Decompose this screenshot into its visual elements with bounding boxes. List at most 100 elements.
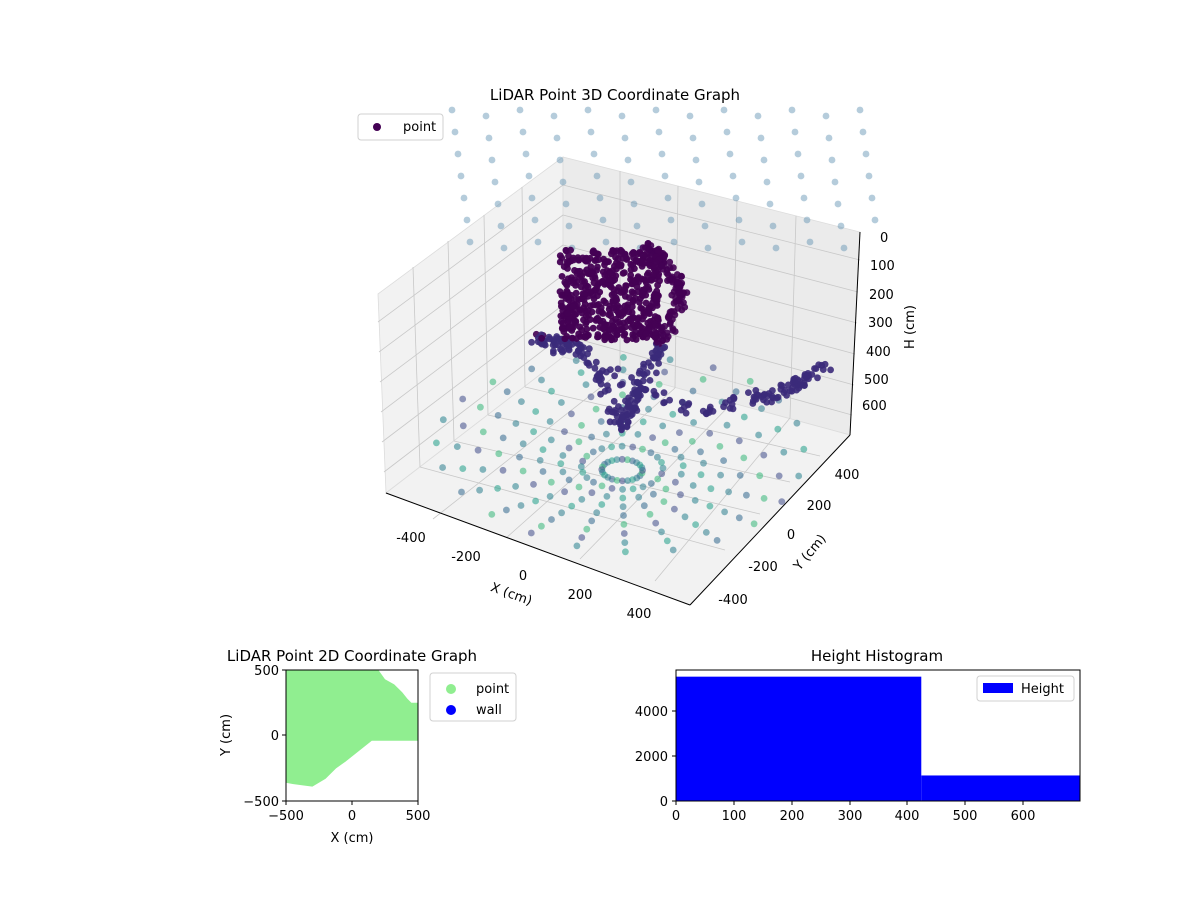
data-point <box>706 403 714 411</box>
data-point <box>650 490 657 498</box>
data-point <box>675 285 683 292</box>
data-point <box>503 506 510 514</box>
data-point <box>547 436 555 444</box>
data-point <box>738 238 746 246</box>
data-point <box>670 288 678 296</box>
data-point <box>479 428 487 436</box>
y-axis-line <box>689 434 851 606</box>
data-point <box>572 318 580 325</box>
data-point <box>602 238 610 246</box>
histogram-bar <box>676 676 922 801</box>
data-point <box>579 468 587 476</box>
data-point <box>808 371 816 378</box>
data-point <box>721 508 728 516</box>
data-point <box>531 216 539 224</box>
legend-label-point: point <box>403 120 436 135</box>
data-point <box>751 394 759 402</box>
data-point <box>538 376 545 384</box>
plot-2d-x-ticks: −500 0 500 <box>268 809 430 824</box>
y-tick-label: -400 <box>718 593 748 608</box>
data-point <box>581 285 589 292</box>
data-point <box>669 410 677 418</box>
data-point <box>763 178 771 186</box>
data-point <box>569 254 577 262</box>
data-point <box>629 485 637 493</box>
data-point <box>697 471 705 479</box>
data-point <box>597 418 605 425</box>
data-point <box>760 495 768 502</box>
data-point <box>627 178 635 186</box>
data-point <box>598 482 606 490</box>
data-point <box>658 459 665 466</box>
data-point <box>603 430 610 438</box>
data-point <box>482 112 490 120</box>
data-point <box>862 150 870 158</box>
data-point <box>588 517 596 525</box>
data-point <box>583 525 591 533</box>
z-tick-labels: 0 100 200 300 400 500 600 <box>862 231 895 414</box>
data-point <box>612 409 620 417</box>
data-point <box>639 483 647 491</box>
data-point <box>650 271 657 278</box>
data-point <box>796 378 804 385</box>
data-point <box>740 454 748 462</box>
data-point <box>574 340 582 348</box>
data-point <box>583 325 591 333</box>
data-point <box>550 112 558 120</box>
data-point <box>735 437 743 445</box>
data-point <box>584 359 592 367</box>
data-point <box>564 265 571 272</box>
data-point <box>642 291 650 299</box>
data-point <box>645 405 652 413</box>
y-tick-label: 0 <box>787 528 795 543</box>
x-tick-label: 500 <box>953 809 978 824</box>
data-point <box>628 303 636 311</box>
data-point <box>621 134 629 142</box>
data-point <box>691 497 699 504</box>
data-point <box>512 420 520 427</box>
data-point <box>689 134 697 142</box>
data-point <box>654 247 662 254</box>
data-point <box>499 466 507 474</box>
data-point <box>589 324 597 332</box>
data-point <box>624 456 631 464</box>
plot-3d-legend: point <box>357 113 444 141</box>
data-point <box>690 419 697 426</box>
data-point <box>615 419 623 426</box>
data-point <box>639 377 647 385</box>
data-point <box>655 128 663 136</box>
data-point <box>629 443 637 451</box>
data-point <box>621 539 629 546</box>
data-point <box>723 128 731 136</box>
data-point <box>706 430 714 437</box>
data-point <box>527 529 535 537</box>
data-point <box>607 312 615 320</box>
data-point <box>654 281 661 289</box>
data-point <box>636 299 643 306</box>
data-point <box>671 505 678 513</box>
data-point <box>666 258 674 266</box>
data-point <box>769 394 777 402</box>
data-point <box>629 335 636 342</box>
data-point <box>666 356 674 364</box>
data-point <box>573 542 581 550</box>
data-point <box>745 389 752 396</box>
data-point <box>584 106 592 114</box>
data-point <box>666 312 673 320</box>
data-point <box>760 156 768 164</box>
data-point <box>603 368 610 376</box>
data-point <box>686 112 694 120</box>
data-point <box>663 329 671 337</box>
data-point <box>642 259 650 267</box>
data-point <box>698 200 706 208</box>
data-point <box>588 489 596 497</box>
data-point <box>539 446 547 453</box>
data-point <box>588 270 596 278</box>
data-point <box>599 325 607 332</box>
data-point <box>647 276 655 284</box>
data-point <box>558 302 565 310</box>
histogram-ticks <box>672 710 1024 805</box>
data-point <box>614 309 622 317</box>
plot-3d-axes <box>385 231 861 606</box>
data-point <box>720 457 727 464</box>
